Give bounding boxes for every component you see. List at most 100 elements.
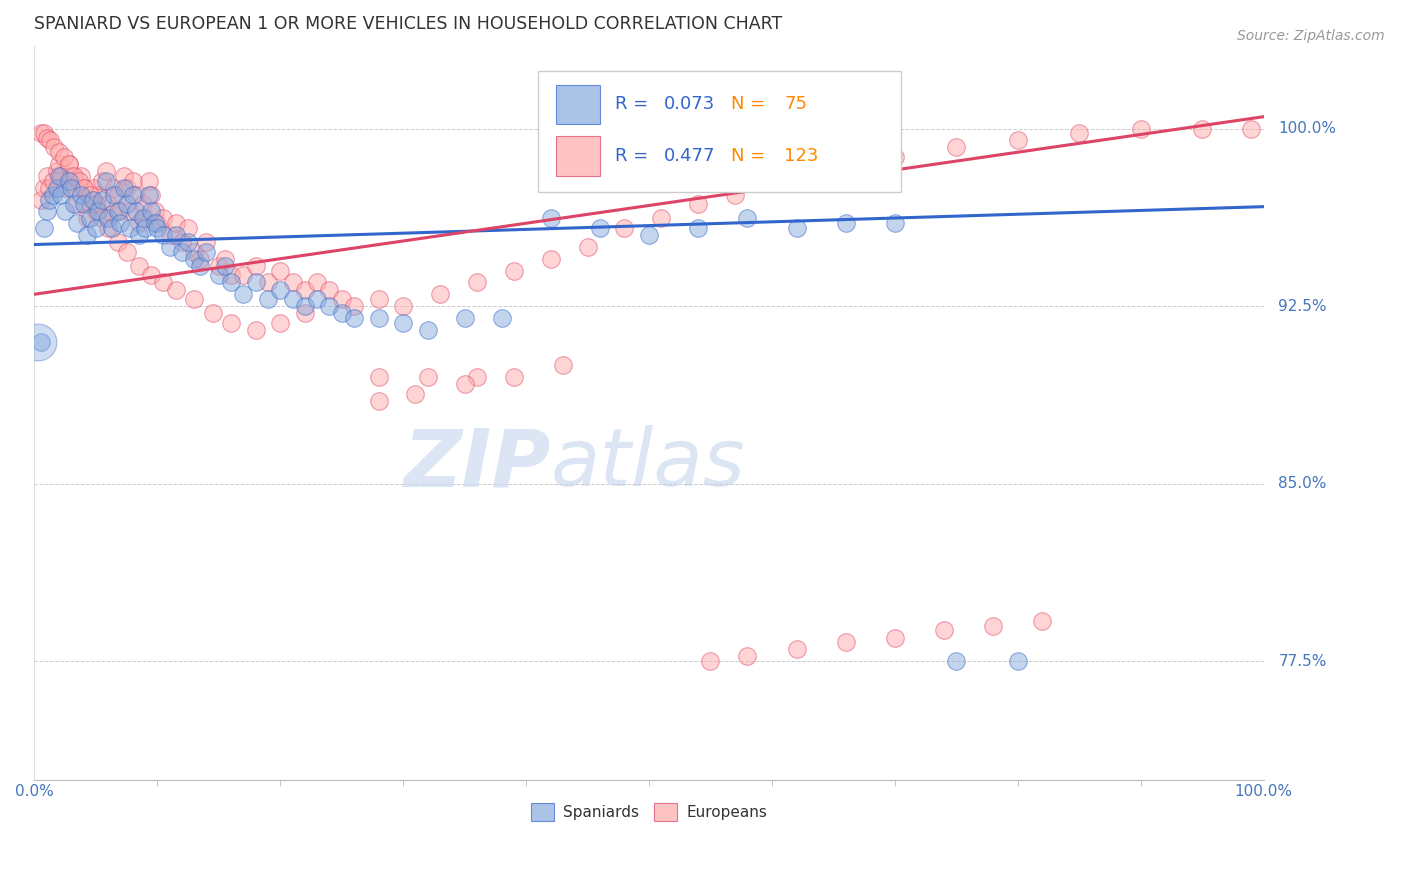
FancyBboxPatch shape [555, 85, 600, 124]
Point [638, 228, 661, 243]
Text: SPANIARD VS EUROPEAN 1 OR MORE VEHICLES IN HOUSEHOLD CORRELATION CHART: SPANIARD VS EUROPEAN 1 OR MORE VEHICLES … [34, 15, 783, 33]
Point [269, 316, 291, 330]
Point [120, 204, 142, 219]
Text: R =: R = [614, 95, 654, 113]
Point [91, 193, 114, 207]
Point [453, 377, 475, 392]
Point [62, 180, 84, 194]
Point [232, 268, 254, 283]
Point [219, 268, 242, 283]
Point [97, 197, 120, 211]
Point [1240, 121, 1263, 136]
Point [318, 283, 340, 297]
Point [159, 240, 181, 254]
Point [343, 310, 366, 325]
Point [1129, 121, 1152, 136]
Text: ZIP: ZIP [404, 425, 551, 503]
Point [146, 221, 169, 235]
Point [39, 133, 62, 147]
Point [269, 263, 291, 277]
Point [392, 316, 415, 330]
Point [112, 180, 135, 194]
Point [416, 323, 439, 337]
Point [128, 259, 150, 273]
Point [540, 211, 562, 226]
Point [183, 252, 205, 266]
Point [107, 187, 129, 202]
Point [165, 283, 187, 297]
Point [87, 204, 110, 219]
Point [91, 173, 114, 187]
Point [589, 221, 612, 235]
Point [66, 197, 89, 211]
Point [51, 187, 73, 202]
Point [392, 299, 415, 313]
Text: 92.5%: 92.5% [1278, 299, 1327, 314]
Point [143, 216, 166, 230]
Text: 85.0%: 85.0% [1278, 476, 1327, 491]
Point [699, 654, 721, 668]
Point [121, 187, 143, 202]
Point [79, 211, 101, 226]
Point [141, 187, 163, 202]
Point [330, 306, 353, 320]
Point [823, 164, 845, 178]
Point [138, 173, 160, 187]
Point [125, 204, 148, 219]
Point [87, 187, 110, 202]
Point [94, 164, 117, 178]
Point [551, 359, 574, 373]
Point [294, 299, 316, 313]
Point [650, 211, 672, 226]
Point [70, 187, 93, 202]
Point [152, 211, 174, 226]
Point [281, 292, 304, 306]
Point [58, 157, 80, 171]
Point [97, 221, 120, 235]
Point [737, 211, 759, 226]
Text: 0.477: 0.477 [664, 147, 716, 165]
Point [58, 173, 80, 187]
Point [82, 180, 104, 194]
Legend: Spaniards, Europeans: Spaniards, Europeans [524, 797, 773, 827]
Point [257, 276, 280, 290]
Point [42, 173, 65, 187]
Point [72, 180, 94, 194]
Point [70, 169, 93, 183]
Point [576, 240, 599, 254]
Point [84, 197, 107, 211]
Point [134, 221, 156, 235]
Text: atlas: atlas [551, 425, 745, 503]
Point [195, 235, 218, 249]
Point [60, 169, 83, 183]
Point [110, 204, 132, 219]
Point [120, 221, 142, 235]
Text: 0.073: 0.073 [664, 95, 716, 113]
Point [62, 169, 84, 183]
Point [107, 235, 129, 249]
Point [1007, 133, 1029, 147]
Text: N =: N = [731, 95, 772, 113]
Point [60, 180, 83, 194]
Point [540, 252, 562, 266]
Point [281, 276, 304, 290]
Point [367, 370, 389, 384]
Point [330, 292, 353, 306]
Point [42, 140, 65, 154]
Point [79, 197, 101, 211]
Point [318, 299, 340, 313]
Text: 100.0%: 100.0% [1278, 121, 1337, 136]
Point [84, 221, 107, 235]
Point [101, 207, 124, 221]
Point [146, 216, 169, 230]
Point [141, 268, 163, 283]
Point [737, 649, 759, 664]
Point [53, 204, 76, 219]
Point [110, 216, 132, 230]
Point [67, 173, 90, 187]
Point [159, 228, 181, 243]
Point [165, 216, 187, 230]
Text: 77.5%: 77.5% [1278, 654, 1327, 669]
Point [53, 180, 76, 194]
Point [1031, 614, 1053, 628]
